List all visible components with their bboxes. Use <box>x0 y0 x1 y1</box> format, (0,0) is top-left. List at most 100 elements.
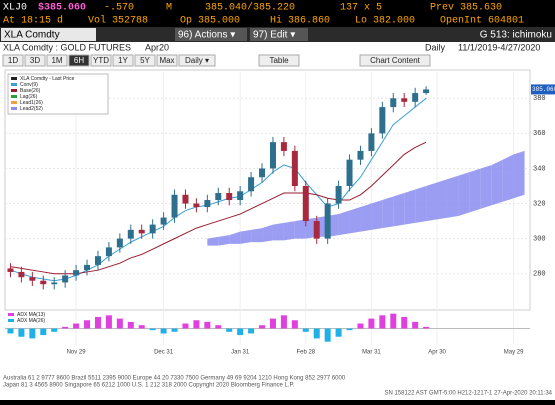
legend-swatch <box>11 89 17 92</box>
prev: Prev 385.630 <box>430 3 502 14</box>
oscillator-bar <box>62 326 69 329</box>
actions[interactable]: 96) Actions ▾ <box>178 30 235 41</box>
x-tick-label: Apr 30 <box>428 350 446 356</box>
legend-swatch <box>11 77 17 80</box>
range-label[interactable]: Max <box>159 56 174 65</box>
candle-body <box>313 221 320 239</box>
oscillator-bar <box>259 325 266 329</box>
range-button[interactable] <box>134 54 156 67</box>
range-button[interactable] <box>90 54 112 67</box>
candle-body <box>291 150 298 186</box>
security-name: XLA Comdty : GOLD FUTURES <box>3 42 131 52</box>
range-label[interactable]: 1Y <box>118 56 128 65</box>
footer-line: Japan 81 3 4565 8900 Singapore 65 6212 1… <box>3 383 295 389</box>
range-button[interactable] <box>24 54 46 67</box>
oscillator-bar <box>346 328 353 331</box>
candle-body <box>105 247 112 257</box>
cloud-segment <box>294 219 306 239</box>
legend-label: Lead2(52) <box>20 106 43 112</box>
candle-body <box>138 229 145 234</box>
candle-body <box>7 268 14 272</box>
edit[interactable]: 97) Edit ▾ <box>253 30 295 41</box>
last-price-label: 385.060 <box>532 86 555 93</box>
oscillator-bar <box>18 328 25 337</box>
range-button[interactable] <box>46 54 68 67</box>
x-tick-label: Feb 28 <box>296 350 315 356</box>
cloud-segment <box>513 150 525 199</box>
last-price-box <box>531 84 555 95</box>
range-label[interactable]: 1M <box>51 56 62 65</box>
x-tick-label: May 29 <box>504 350 524 356</box>
size: 137 x 5 <box>340 3 382 14</box>
cloud-segment <box>502 154 514 202</box>
cloud-segment <box>338 210 350 236</box>
y-tick-label: 280 <box>533 271 546 279</box>
table-label[interactable]: Table <box>269 56 289 65</box>
legend-label: Conv(9) <box>20 82 38 88</box>
oscillator-bar <box>269 318 276 329</box>
cloud-segment <box>229 231 241 244</box>
footer-line: SN 158122 AST GMT-5:00 H212-1217-1 27-Ap… <box>384 391 552 397</box>
osc-legend-swatch <box>8 313 14 316</box>
cloud-segment <box>371 200 383 230</box>
oscillator-bar <box>237 328 244 336</box>
cloud-segment <box>283 221 295 241</box>
candle-body <box>401 98 408 102</box>
candle-body <box>204 200 211 208</box>
cloud-segment <box>262 224 273 243</box>
security-box[interactable] <box>1 28 96 41</box>
footer-line: Australia 61 2 9777 8600 Brazil 5511 239… <box>3 376 346 382</box>
candle-body <box>280 142 287 151</box>
oscillator-bar <box>379 315 386 329</box>
range-button[interactable] <box>2 54 24 67</box>
cloud-segment <box>218 235 230 246</box>
range-label[interactable]: 3D <box>30 56 40 65</box>
cloud-segment <box>426 182 438 222</box>
security[interactable]: XLA Comdty <box>4 30 60 41</box>
content-label[interactable]: Chart Content <box>370 56 421 65</box>
candle-body <box>259 168 266 178</box>
range-button[interactable] <box>112 54 134 67</box>
range-label[interactable]: 5Y <box>140 56 150 65</box>
cloud-segment <box>415 186 427 223</box>
candle-body <box>127 229 134 239</box>
range-label[interactable]: 1D <box>8 56 18 65</box>
edit-button[interactable] <box>250 28 308 41</box>
oscillator-bar <box>138 325 145 329</box>
bid-ask: 385.040/385.220 <box>205 2 295 14</box>
oscillator-bar <box>368 318 375 329</box>
range-button[interactable] <box>68 54 90 67</box>
candle-body <box>324 203 331 239</box>
range-label[interactable]: YTD <box>93 56 109 65</box>
oscillator-bar <box>291 320 298 329</box>
actions-button[interactable] <box>175 28 247 41</box>
oscillator-bar <box>182 323 189 329</box>
legend-box <box>7 73 109 115</box>
range-label[interactable]: 6H <box>74 56 84 65</box>
high: Hi 386.860 <box>270 15 330 27</box>
open-interest: OpenInt 604801 <box>440 16 524 27</box>
period: Daily <box>425 42 446 52</box>
last-price: $385.060 <box>38 2 86 14</box>
oscillator-bar <box>127 321 134 329</box>
content-button[interactable] <box>359 54 431 67</box>
candle-body <box>412 93 419 102</box>
legend-swatch <box>11 83 17 86</box>
frequency-button[interactable] <box>178 54 216 67</box>
candle-body <box>368 133 375 151</box>
oscillator-bar <box>73 323 80 329</box>
range-button[interactable] <box>156 54 178 67</box>
oscillator-bar <box>7 328 14 334</box>
frequency-label[interactable]: Daily ▾ <box>185 56 209 65</box>
table-button[interactable] <box>258 54 300 67</box>
candle-body <box>116 238 123 248</box>
oscillator-bar <box>149 328 156 331</box>
oscillator-bar <box>390 313 397 329</box>
candle-body <box>29 277 36 281</box>
oscillator-bar <box>116 318 123 329</box>
candle-body <box>171 194 178 218</box>
open: Op 385.000 <box>180 16 240 27</box>
cloud-segment <box>437 178 448 220</box>
oscillator-bar <box>357 323 364 329</box>
